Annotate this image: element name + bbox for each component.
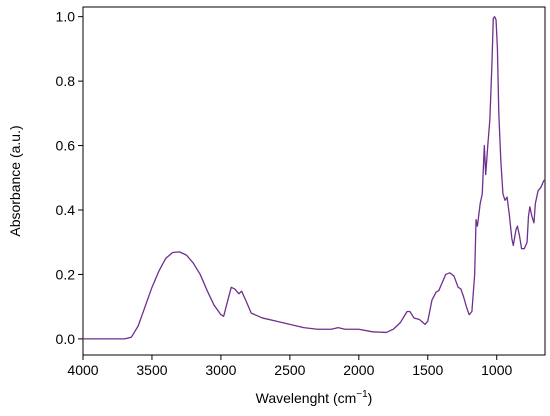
spectrum-line bbox=[83, 16, 546, 340]
y-tick-label: 0.8 bbox=[56, 73, 76, 89]
y-tick-label: 0.6 bbox=[56, 138, 76, 154]
plot-frame bbox=[82, 6, 546, 356]
x-axis-label: Wavelenght (cm−1) bbox=[256, 389, 373, 406]
x-tick-label: 2000 bbox=[343, 362, 374, 378]
y-tick-label: 0.2 bbox=[56, 266, 76, 282]
y-tick-label: 1.0 bbox=[56, 9, 76, 25]
x-tick-label: 1500 bbox=[412, 362, 443, 378]
x-tick-label: 3500 bbox=[136, 362, 167, 378]
y-tick-label: 0.4 bbox=[56, 202, 76, 218]
x-tick-label: 4000 bbox=[67, 362, 98, 378]
x-tick-label: 3000 bbox=[205, 362, 236, 378]
y-axis-label: Absorbance (a.u.) bbox=[7, 125, 23, 236]
x-tick-label: 2500 bbox=[274, 362, 305, 378]
x-tick-label: 1000 bbox=[481, 362, 512, 378]
y-tick-label: 0.0 bbox=[56, 331, 76, 347]
